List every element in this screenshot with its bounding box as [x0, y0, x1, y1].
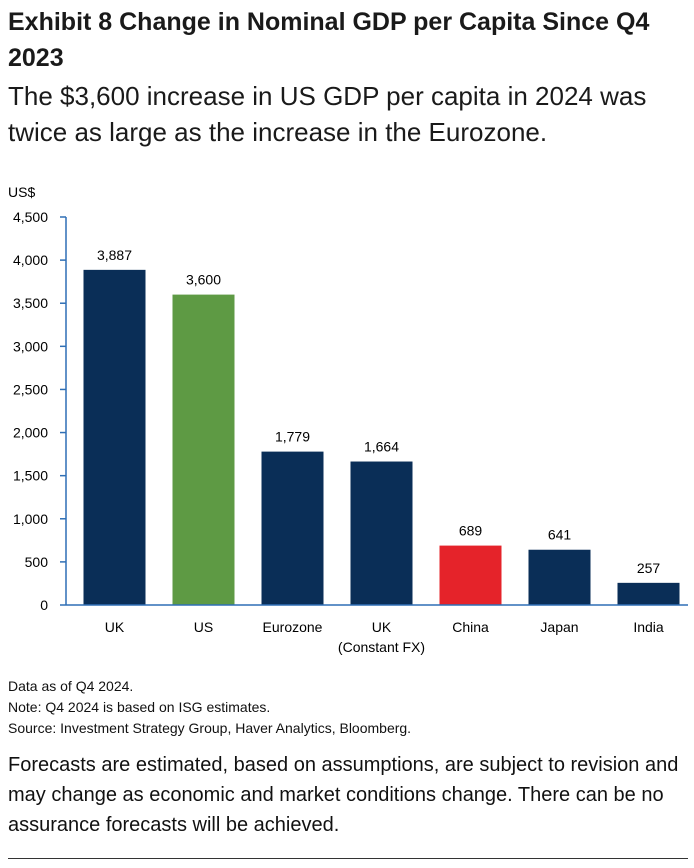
y-tick-label: 2,500: [13, 381, 48, 397]
x-category-label: China: [452, 619, 489, 635]
y-tick-label: 1,500: [13, 468, 48, 484]
bar-value-label: 3,887: [97, 247, 132, 263]
bar: [617, 582, 680, 605]
x-category-label-line: China: [452, 619, 489, 635]
y-tick-label: 2,000: [13, 425, 48, 441]
y-tick-label: 3,500: [13, 295, 48, 311]
bar: [261, 451, 324, 605]
x-category-label: India: [633, 619, 664, 635]
bottom-rule: [8, 858, 688, 859]
bar-value-label: 689: [459, 523, 483, 539]
bar-value-label: 641: [548, 527, 572, 543]
x-category-label: US: [194, 619, 213, 635]
y-tick-label: 4,000: [13, 252, 48, 268]
x-category-label-line: US: [194, 619, 213, 635]
x-category-label: Eurozone: [263, 619, 323, 635]
estimate-note: Note: Q4 2024 is based on ISG estimates.: [8, 699, 271, 715]
y-tick-label: 3,000: [13, 338, 48, 354]
x-category-label: UK (Constant FX): [338, 619, 425, 655]
y-tick-label: 500: [25, 554, 49, 570]
x-category-label-line: Japan: [540, 619, 578, 635]
bar: [439, 545, 502, 605]
x-category-label-line: Eurozone: [263, 619, 323, 635]
bar-value-label: 1,779: [275, 429, 310, 445]
y-tick-label: 4,500: [13, 209, 48, 225]
bar-value-label: 257: [637, 560, 661, 576]
bar-value-label: 3,600: [186, 272, 221, 288]
chart-title: Exhibit 8 Change in Nominal GDP per Capi…: [8, 8, 650, 72]
x-category-label-line: UK: [372, 619, 392, 635]
chart-subtitle: The $3,600 increase in US GDP per capita…: [8, 81, 647, 147]
chart-notes: Data as of Q4 2024. Note: Q4 2024 is bas…: [8, 676, 688, 739]
bar: [528, 549, 591, 605]
forecast-disclaimer: Forecasts are estimated, based on assump…: [8, 754, 679, 836]
x-category-label: Japan: [540, 619, 578, 635]
bar: [172, 294, 235, 605]
bar-value-label: 1,664: [364, 439, 399, 455]
bar: [350, 461, 413, 605]
bar-chart: US$ 0 500 1,000 1,500 2,000 2,500 3,000 3,500 4,0…: [8, 184, 688, 655]
bar: [83, 269, 146, 605]
y-tick-label: 1,000: [13, 511, 48, 527]
y-tick-label: 0: [40, 597, 48, 613]
x-category-label: UK: [105, 619, 125, 635]
x-category-label-line: India: [633, 619, 664, 635]
x-category-label-line: (Constant FX): [338, 639, 425, 655]
y-axis-unit-label: US$: [8, 184, 35, 200]
source-note: Source: Investment Strategy Group, Haver…: [8, 720, 412, 736]
x-category-label-line: UK: [105, 619, 125, 635]
data-as-of-note: Data as of Q4 2024.: [8, 678, 134, 694]
